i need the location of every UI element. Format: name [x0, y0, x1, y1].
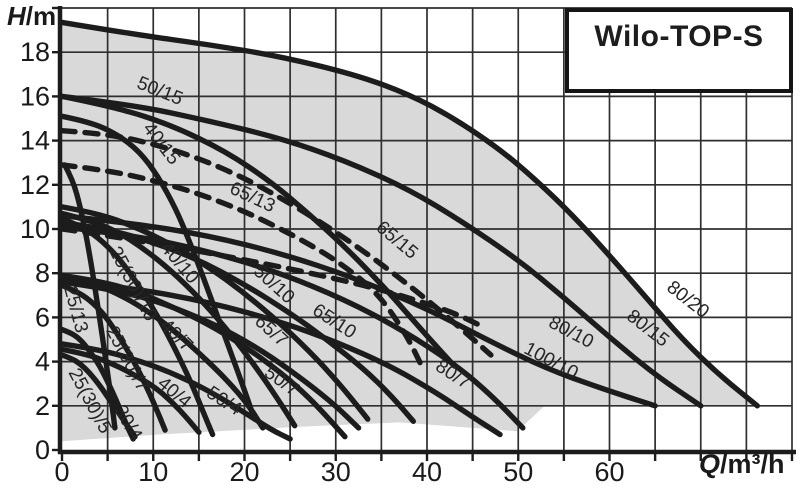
y-axis-title: H/m	[7, 1, 56, 32]
y-axis-unit: /m	[25, 1, 57, 31]
pump-curve-40/15	[59, 113, 257, 420]
pump-curve-25(30)/7	[59, 282, 168, 433]
x-tick-label: 40	[412, 457, 442, 487]
pump-curve-65-lower	[59, 226, 485, 329]
x-tick-label: 20	[229, 457, 259, 487]
x-axis-title: Q/m³/h	[699, 449, 785, 480]
x-tick-label: 30	[321, 457, 351, 487]
pump-curve-50/7	[59, 272, 348, 440]
pump-curve-40/7	[59, 272, 266, 431]
x-tick-label: 50	[503, 457, 533, 487]
title-box: Wilo-TOP-S	[565, 8, 793, 93]
pump-curve-65/7	[59, 279, 362, 431]
y-tick-label: 12	[20, 170, 50, 200]
pump-curve-30/4	[59, 352, 138, 440]
y-tick-label: 2	[35, 391, 50, 421]
y-axis-symbol: H	[7, 1, 26, 31]
y-tick-label: 16	[20, 81, 50, 111]
pump-curve-50/15	[59, 93, 458, 369]
pump-curve-40/4	[59, 346, 202, 435]
y-tick-label: 10	[20, 214, 50, 244]
series-title: Wilo-TOP-S	[594, 20, 764, 53]
pump-curve-50/10	[59, 204, 371, 422]
y-tick-label: 0	[35, 435, 50, 465]
x-axis-unit: /m³/h	[720, 449, 785, 479]
pump-curve-80/15	[59, 93, 704, 409]
y-tick-label: 14	[20, 126, 50, 156]
y-tick-label: 6	[35, 302, 50, 332]
x-tick-label: 60	[594, 457, 624, 487]
y-tick-label: 18	[20, 37, 50, 67]
y-tick-label: 8	[35, 258, 50, 288]
curve-label-80/20: 80/20	[662, 277, 712, 323]
x-tick-label: 10	[138, 457, 168, 487]
x-axis-symbol: Q	[699, 449, 721, 479]
pump-curve-50/4	[59, 341, 293, 442]
y-tick-label: 4	[35, 347, 50, 377]
pump-curve-65/10	[59, 219, 416, 424]
x-tick-label: 0	[54, 457, 69, 487]
pump-curve-80/20	[59, 19, 760, 409]
